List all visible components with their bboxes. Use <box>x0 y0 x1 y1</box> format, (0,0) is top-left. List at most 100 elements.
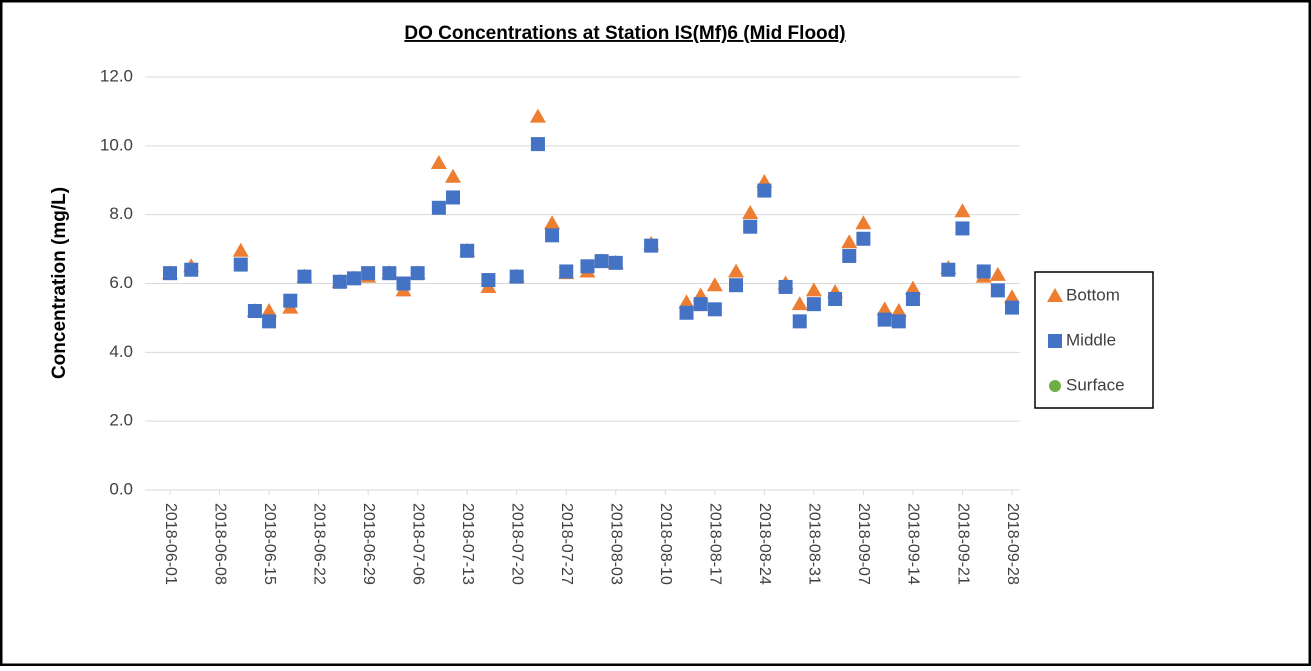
point <box>460 243 475 258</box>
x-tick-label: 2018-06-22 <box>310 503 327 585</box>
x-tick-label: 2018-08-31 <box>806 503 823 585</box>
point <box>904 280 921 295</box>
point <box>842 248 857 263</box>
point <box>742 204 759 219</box>
point <box>693 297 708 312</box>
point <box>778 279 793 294</box>
chart-title: DO Concentrations at Station IS(Mf)6 (Mi… <box>404 23 845 44</box>
point <box>509 269 524 284</box>
point <box>679 305 694 320</box>
point <box>529 108 546 123</box>
point <box>396 276 411 291</box>
point <box>841 234 858 249</box>
point <box>877 312 892 327</box>
y-tick-label: 4.0 <box>109 342 133 361</box>
point <box>594 254 609 269</box>
point <box>163 266 177 281</box>
x-tick-label: 2018-08-17 <box>707 503 724 585</box>
x-tick-label: 2018-06-01 <box>162 503 179 585</box>
point <box>346 271 361 286</box>
point <box>261 303 278 318</box>
point <box>233 257 248 272</box>
y-tick-label: 8.0 <box>109 204 133 223</box>
legend-label: Middle <box>1066 330 1116 349</box>
point <box>891 314 906 329</box>
point <box>283 293 298 308</box>
point <box>806 297 821 312</box>
point <box>544 215 561 230</box>
y-tick-label: 2.0 <box>109 411 133 430</box>
point <box>530 137 545 152</box>
point <box>955 221 970 236</box>
point <box>545 228 560 243</box>
point <box>990 283 1005 298</box>
y-tick-label: 0.0 <box>109 479 133 498</box>
x-tick-label: 2018-07-06 <box>409 503 426 585</box>
point <box>332 274 347 289</box>
point <box>856 231 871 246</box>
point <box>976 264 991 279</box>
x-tick-label: 2018-08-03 <box>608 503 625 585</box>
x-tick-label: 2018-09-28 <box>1004 503 1021 585</box>
x-tick-label: 2018-09-14 <box>905 503 922 585</box>
point <box>184 262 199 277</box>
point <box>446 190 461 205</box>
point <box>430 155 447 170</box>
x-tick-label: 2018-07-20 <box>508 503 525 585</box>
point <box>481 273 496 288</box>
x-tick-label: 2018-08-24 <box>756 503 773 585</box>
point <box>262 314 277 329</box>
point <box>743 219 758 234</box>
point <box>954 203 971 218</box>
x-tick-label: 2018-06-15 <box>261 503 278 585</box>
point <box>382 266 397 281</box>
y-tick-label: 6.0 <box>109 273 133 292</box>
legend-marker <box>1049 380 1061 392</box>
point <box>297 269 312 284</box>
point <box>941 262 956 277</box>
x-tick-label: 2018-09-21 <box>954 503 971 585</box>
legend-label: Surface <box>1066 375 1125 394</box>
point <box>791 296 808 311</box>
y-axis-label: Concentration (mg/L) <box>49 187 70 379</box>
x-tick-label: 2018-06-29 <box>360 503 377 585</box>
point <box>805 282 822 297</box>
point <box>828 291 843 306</box>
x-tick-label: 2018-09-07 <box>855 503 872 585</box>
point <box>905 291 920 306</box>
legend-marker <box>1048 334 1062 348</box>
point <box>792 314 807 329</box>
point <box>729 278 744 293</box>
point <box>410 266 425 281</box>
y-tick-label: 10.0 <box>100 135 133 154</box>
x-tick-label: 2018-08-10 <box>657 503 674 585</box>
x-tick-label: 2018-06-08 <box>211 503 228 585</box>
point <box>678 294 695 309</box>
point <box>361 266 376 281</box>
point <box>989 266 1006 281</box>
point <box>445 168 462 183</box>
point <box>757 183 772 198</box>
point <box>608 255 623 270</box>
point <box>1005 300 1019 315</box>
legend-label: Bottom <box>1066 285 1120 304</box>
point <box>431 200 446 215</box>
legend-marker <box>1047 288 1063 302</box>
y-tick-label: 12.0 <box>100 66 133 85</box>
x-tick-label: 2018-07-13 <box>459 503 476 585</box>
point <box>706 277 723 292</box>
point <box>1004 289 1020 304</box>
x-tick-label: 2018-07-27 <box>558 503 575 585</box>
point <box>559 264 574 279</box>
point <box>644 238 659 253</box>
point <box>707 302 722 317</box>
point <box>232 242 249 257</box>
point <box>876 301 893 316</box>
point <box>728 263 745 278</box>
point <box>855 215 872 230</box>
point <box>580 259 595 274</box>
point <box>247 304 262 319</box>
point <box>890 303 907 318</box>
